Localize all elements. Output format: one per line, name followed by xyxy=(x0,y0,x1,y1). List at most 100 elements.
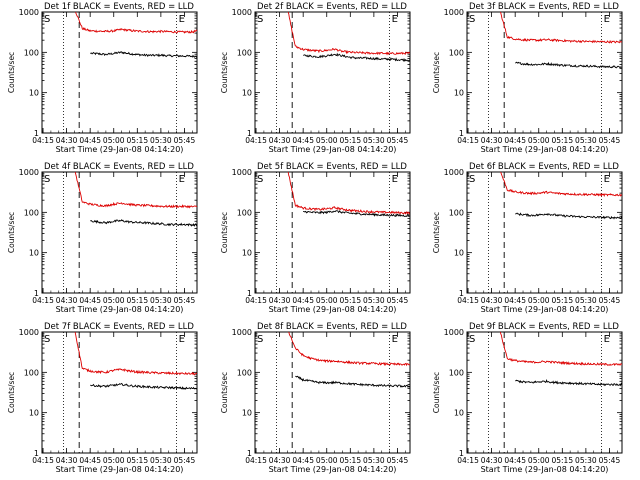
y-tick-label: 1000 xyxy=(19,328,39,337)
x-tick-label: 04:30 xyxy=(269,296,291,305)
y-axis: 1 10 100 1000 xyxy=(19,8,197,138)
y-tick-label: 10 xyxy=(242,89,252,98)
lld-series-line xyxy=(499,332,622,367)
y-tick-label: 1 xyxy=(459,129,464,138)
x-axis: 04:15 04:30 04:45 05:00 05:15 05:30 05:45 xyxy=(245,172,408,305)
panel-det-6: Det 6f BLACK = Events, RED = LLD 1 10 100 10… xyxy=(432,162,623,314)
x-axis-label: Start Time (29-Jan-08 04:14:20) xyxy=(481,145,609,154)
y-tick-label: 100 xyxy=(449,208,464,217)
y-axis: 1 10 100 1000 xyxy=(232,168,410,298)
y-tick-label: 100 xyxy=(449,368,464,377)
events-series-line xyxy=(90,219,197,227)
y-tick-label: 1000 xyxy=(19,168,39,177)
y-axis-label: Counts/sec xyxy=(220,52,229,93)
x-tick-label: 04:30 xyxy=(269,136,291,145)
y-tick-label: 10 xyxy=(29,409,39,418)
y-axis-label: Counts/sec xyxy=(432,212,441,253)
x-tick-label: 04:45 xyxy=(292,296,314,305)
x-tick-label: 05:45 xyxy=(599,456,621,465)
x-tick-label: 05:45 xyxy=(599,296,621,305)
plot-frame xyxy=(466,171,623,294)
events-series-line xyxy=(295,375,410,389)
start-marker-label: S xyxy=(44,334,50,345)
y-tick-label: 1 xyxy=(247,129,252,138)
end-marker-label: E xyxy=(392,174,398,185)
y-axis: 1 10 100 1000 xyxy=(444,8,622,138)
panel-title: Det 8f BLACK = Events, RED = LLD xyxy=(257,322,407,332)
y-tick-label: 1000 xyxy=(232,168,252,177)
x-tick-label: 05:15 xyxy=(551,136,573,145)
panel-title: Det 3f BLACK = Events, RED = LLD xyxy=(469,2,619,12)
lld-series-line xyxy=(75,12,197,34)
x-tick-label: 05:00 xyxy=(103,136,125,145)
x-tick-label: 04:45 xyxy=(504,136,526,145)
y-tick-label: 1 xyxy=(34,129,39,138)
x-tick-label: 04:45 xyxy=(292,136,314,145)
lld-series-line xyxy=(500,172,622,198)
y-axis: 1 10 100 1000 xyxy=(444,168,622,298)
plot-frame xyxy=(254,11,411,134)
panel-det-4: Det 4f BLACK = Events, RED = LLD 1 10 100 10… xyxy=(7,162,198,314)
plot-frame xyxy=(41,331,198,454)
panel-title: Det 2f BLACK = Events, RED = LLD xyxy=(257,2,407,12)
lld-series-line xyxy=(74,172,197,209)
x-tick-label: 05:30 xyxy=(150,136,172,145)
x-tick-label: 05:30 xyxy=(363,136,385,145)
y-tick-label: 10 xyxy=(454,409,464,418)
x-tick-label: 04:15 xyxy=(457,456,479,465)
y-tick-label: 1000 xyxy=(232,8,252,17)
x-tick-label: 05:00 xyxy=(528,296,550,305)
lld-series-line xyxy=(499,12,622,44)
lld-series-line xyxy=(287,12,410,56)
x-tick-label: 05:00 xyxy=(316,456,338,465)
x-tick-label: 05:30 xyxy=(575,456,597,465)
events-series-line xyxy=(515,61,622,69)
x-tick-label: 05:00 xyxy=(528,456,550,465)
x-axis: 04:15 04:30 04:45 05:00 05:15 05:30 05:45 xyxy=(32,172,195,305)
panel-det-3: Det 3f BLACK = Events, RED = LLD 1 10 100 10… xyxy=(432,2,623,154)
y-tick-label: 10 xyxy=(242,249,252,258)
x-tick-label: 05:00 xyxy=(316,296,338,305)
panel-det-8: Det 8f BLACK = Events, RED = LLD 1 10 100 10… xyxy=(220,322,411,474)
x-axis: 04:15 04:30 04:45 05:00 05:15 05:30 05:45 xyxy=(457,332,620,465)
x-tick-label: 05:15 xyxy=(339,136,361,145)
y-axis-label: Counts/sec xyxy=(7,52,16,93)
x-axis: 04:15 04:30 04:45 05:00 05:15 05:30 05:45 xyxy=(32,332,195,465)
y-axis-label: Counts/sec xyxy=(432,372,441,413)
x-tick-label: 04:15 xyxy=(457,136,479,145)
start-marker-label: S xyxy=(469,174,475,185)
x-tick-label: 05:15 xyxy=(551,296,573,305)
start-marker-label: S xyxy=(257,14,263,25)
x-axis-label: Start Time (29-Jan-08 04:14:20) xyxy=(481,305,609,314)
x-tick-label: 04:15 xyxy=(245,456,267,465)
end-marker-label: E xyxy=(604,174,610,185)
y-tick-label: 1000 xyxy=(444,168,464,177)
x-tick-label: 04:30 xyxy=(56,456,78,465)
y-tick-label: 1000 xyxy=(444,328,464,337)
x-axis: 04:15 04:30 04:45 05:00 05:15 05:30 05:45 xyxy=(245,12,408,145)
x-tick-label: 04:15 xyxy=(245,136,267,145)
y-axis: 1 10 100 1000 xyxy=(232,328,410,458)
panel-title: Det 1f BLACK = Events, RED = LLD xyxy=(44,2,194,12)
x-tick-label: 05:30 xyxy=(575,296,597,305)
x-tick-label: 04:30 xyxy=(56,296,78,305)
y-tick-label: 10 xyxy=(454,249,464,258)
x-tick-label: 04:15 xyxy=(32,136,54,145)
x-tick-label: 04:15 xyxy=(32,456,54,465)
x-tick-label: 05:30 xyxy=(575,136,597,145)
y-tick-label: 100 xyxy=(24,208,39,217)
panel-title: Det 7f BLACK = Events, RED = LLD xyxy=(44,322,194,332)
y-tick-label: 1000 xyxy=(444,8,464,17)
x-tick-label: 05:15 xyxy=(551,456,573,465)
x-tick-label: 05:30 xyxy=(150,456,172,465)
x-axis-label: Start Time (29-Jan-08 04:14:20) xyxy=(56,465,184,474)
x-tick-label: 05:15 xyxy=(339,456,361,465)
y-tick-label: 1 xyxy=(459,449,464,458)
end-marker-label: E xyxy=(392,334,398,345)
panel-det-7: Det 7f BLACK = Events, RED = LLD 1 10 100 10… xyxy=(7,322,198,474)
x-axis-label: Start Time (29-Jan-08 04:14:20) xyxy=(269,465,397,474)
y-tick-label: 100 xyxy=(24,48,39,57)
x-axis: 04:15 04:30 04:45 05:00 05:15 05:30 05:45 xyxy=(245,332,408,465)
y-tick-label: 1000 xyxy=(232,328,252,337)
x-tick-label: 05:30 xyxy=(363,456,385,465)
